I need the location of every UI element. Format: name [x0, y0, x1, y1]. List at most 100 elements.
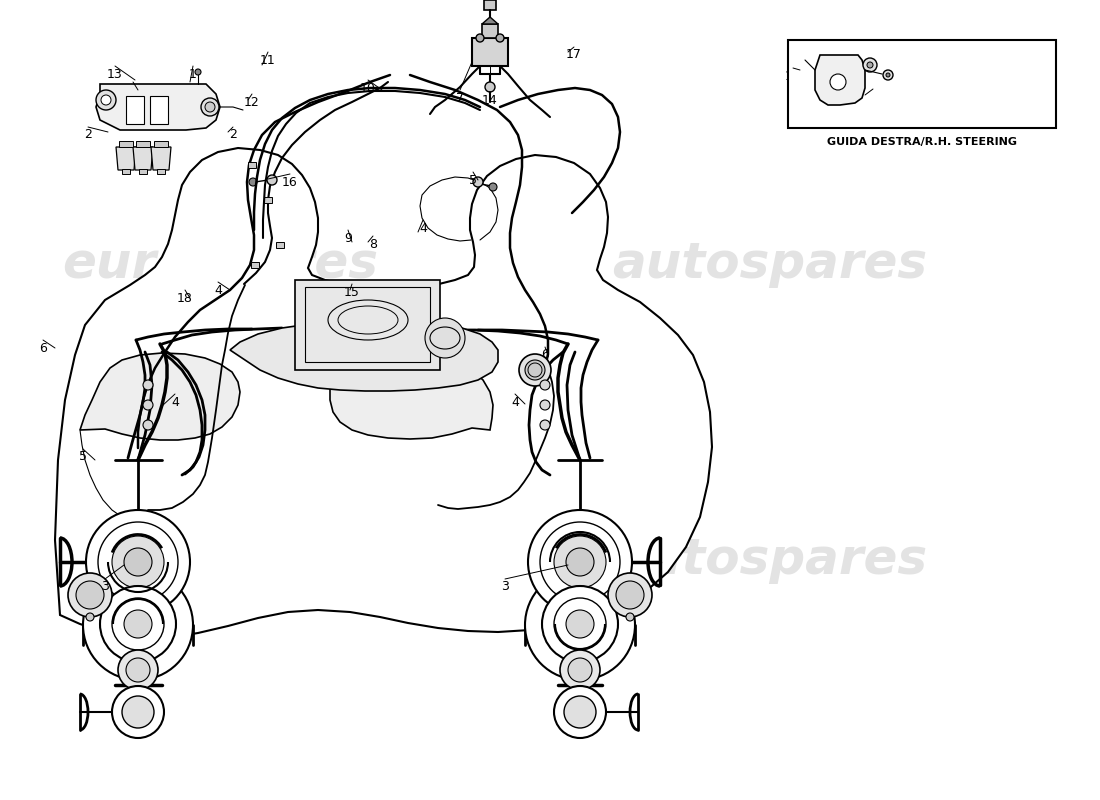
Bar	[788, 40, 1056, 128]
Circle shape	[122, 696, 154, 728]
Text: 8: 8	[368, 238, 377, 250]
Polygon shape	[80, 353, 240, 440]
Circle shape	[525, 570, 635, 680]
Text: 7: 7	[456, 91, 464, 105]
Polygon shape	[230, 321, 498, 391]
Circle shape	[473, 177, 483, 187]
Circle shape	[476, 34, 484, 42]
Circle shape	[124, 548, 152, 576]
Circle shape	[143, 420, 153, 430]
Circle shape	[101, 95, 111, 105]
Circle shape	[542, 586, 618, 662]
Bar	[157, 169, 165, 174]
Circle shape	[568, 658, 592, 682]
Circle shape	[525, 360, 544, 380]
Circle shape	[496, 34, 504, 42]
Circle shape	[886, 73, 890, 77]
Circle shape	[267, 175, 277, 185]
Polygon shape	[482, 17, 498, 24]
Circle shape	[205, 102, 214, 112]
Text: 10: 10	[360, 82, 376, 94]
Circle shape	[560, 650, 600, 690]
Circle shape	[249, 178, 257, 186]
Text: 18: 18	[177, 291, 192, 305]
Text: 1: 1	[189, 67, 197, 81]
Text: GUIDA DESTRA/R.H. STEERING: GUIDA DESTRA/R.H. STEERING	[827, 137, 1018, 147]
Text: 6: 6	[541, 349, 549, 362]
Circle shape	[616, 581, 644, 609]
Text: 14: 14	[482, 94, 498, 106]
Circle shape	[528, 510, 632, 614]
Text: 4: 4	[512, 395, 519, 409]
Text: 3: 3	[502, 581, 509, 594]
Text: 3: 3	[101, 581, 109, 594]
Circle shape	[566, 610, 594, 638]
Bar	[139, 169, 147, 174]
Text: 4: 4	[419, 222, 427, 234]
Text: 12: 12	[125, 83, 141, 97]
Text: eurospares: eurospares	[62, 240, 378, 288]
Circle shape	[100, 586, 176, 662]
Text: autospares: autospares	[613, 240, 927, 288]
Circle shape	[76, 581, 104, 609]
Circle shape	[425, 318, 465, 358]
Polygon shape	[151, 147, 170, 170]
Circle shape	[86, 510, 190, 614]
Circle shape	[112, 598, 164, 650]
Bar	[248, 162, 256, 168]
Text: 16: 16	[282, 175, 298, 189]
Bar	[154, 141, 168, 147]
Text: eurospares: eurospares	[62, 536, 378, 584]
Bar	[136, 141, 150, 147]
Polygon shape	[330, 353, 493, 439]
Circle shape	[608, 573, 652, 617]
Text: 21: 21	[865, 90, 881, 103]
Circle shape	[86, 613, 94, 621]
Circle shape	[540, 400, 550, 410]
Circle shape	[143, 400, 153, 410]
Bar	[251, 262, 258, 268]
Circle shape	[626, 613, 634, 621]
Circle shape	[124, 610, 152, 638]
Bar	[122, 169, 130, 174]
Circle shape	[485, 82, 495, 92]
Circle shape	[540, 522, 620, 602]
Bar	[150, 96, 168, 124]
Circle shape	[112, 536, 164, 588]
Circle shape	[554, 598, 606, 650]
Circle shape	[867, 62, 873, 68]
Polygon shape	[116, 147, 136, 170]
Circle shape	[830, 74, 846, 90]
Circle shape	[201, 98, 219, 116]
Circle shape	[118, 650, 158, 690]
Circle shape	[96, 90, 115, 110]
Circle shape	[564, 696, 596, 728]
Text: 4: 4	[172, 395, 179, 409]
Text: 11: 11	[260, 54, 276, 66]
Bar	[482, 24, 498, 38]
Text: autospares: autospares	[613, 536, 927, 584]
Text: 15: 15	[344, 286, 360, 298]
Bar	[264, 197, 272, 203]
Polygon shape	[815, 55, 865, 105]
Circle shape	[883, 70, 893, 80]
Circle shape	[112, 686, 164, 738]
Text: 2: 2	[84, 129, 92, 142]
Text: 6: 6	[40, 342, 47, 354]
Polygon shape	[55, 148, 712, 639]
Text: 13: 13	[107, 67, 123, 81]
Circle shape	[68, 573, 112, 617]
Circle shape	[519, 354, 551, 386]
Bar	[276, 242, 284, 248]
Circle shape	[490, 183, 497, 191]
Bar	[305, 287, 430, 362]
Circle shape	[540, 380, 550, 390]
Circle shape	[143, 380, 153, 390]
Text: 9: 9	[344, 231, 352, 245]
Text: 13: 13	[785, 70, 801, 82]
Circle shape	[554, 686, 606, 738]
Circle shape	[126, 658, 150, 682]
Polygon shape	[133, 147, 153, 170]
Circle shape	[554, 536, 606, 588]
Bar	[472, 38, 508, 66]
